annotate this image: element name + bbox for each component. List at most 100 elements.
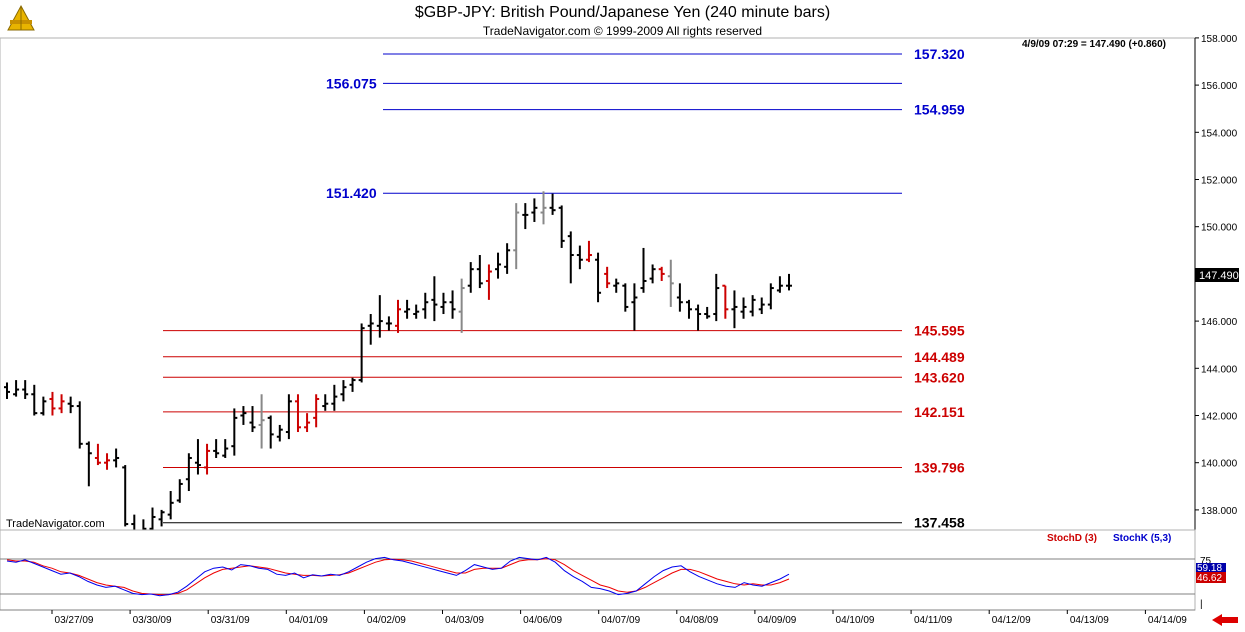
price-tick-label: 146.000 <box>1201 317 1238 328</box>
ohlc-bar <box>731 290 738 329</box>
ohlc-bar <box>185 453 192 492</box>
date-tick-label: 04/11/09 <box>914 615 953 626</box>
price-tick-label: 154.000 <box>1201 128 1238 139</box>
date-tick-label: 04/12/09 <box>992 615 1031 626</box>
ohlc-bar <box>385 316 392 331</box>
ohlc-bar <box>786 273 792 291</box>
ohlc-bar <box>431 276 438 322</box>
last-price-tag <box>1195 268 1239 282</box>
ohlc-bar <box>204 443 211 475</box>
ohlc-bar <box>585 240 592 263</box>
ohlc-bar <box>604 266 611 289</box>
ohlc-bar <box>767 283 774 310</box>
ohlc-bar <box>4 382 10 399</box>
price-bars-group <box>4 191 792 541</box>
date-tick-label: 04/09/09 <box>757 615 796 626</box>
stoch-axis-tick: | <box>1200 599 1203 610</box>
ohlc-bar <box>213 439 220 458</box>
ohlc-bar <box>649 264 656 284</box>
ohlc-bar <box>249 406 256 433</box>
date-tick-label: 04/14/09 <box>1148 615 1187 626</box>
ohlc-bar <box>94 443 101 466</box>
ohlc-bar <box>104 453 111 470</box>
ohlc-bar <box>231 408 238 456</box>
upper-level-label: 151.420 <box>326 185 377 201</box>
chart-title: $GBP-JPY: British Pound/Japanese Yen (24… <box>414 4 831 21</box>
date-tick-label: 04/01/09 <box>289 615 328 626</box>
date-tick-label: 04/08/09 <box>679 615 718 626</box>
price-tick-label: 150.000 <box>1201 223 1238 234</box>
ohlc-bar <box>176 479 183 503</box>
stoch-level-label: 75 <box>1200 556 1212 567</box>
date-tick-label: 04/10/09 <box>836 615 875 626</box>
date-tick-label: 03/31/09 <box>211 615 250 626</box>
price-tick-label: 140.000 <box>1201 459 1238 470</box>
ohlc-bar <box>622 283 629 312</box>
ohlc-bar <box>167 491 174 520</box>
ohlc-bar <box>422 292 429 319</box>
ohlc-bar <box>276 424 283 442</box>
legend-stochd: StochD (3) <box>1047 533 1097 544</box>
ohlc-bar <box>67 396 74 414</box>
price-tick-label: 156.000 <box>1201 81 1238 92</box>
ohlc-bar <box>349 377 356 392</box>
ohlc-bar <box>685 299 692 319</box>
lower-level-label: 145.595 <box>914 323 965 339</box>
ohlc-bar <box>522 203 529 230</box>
ohlc-bar <box>667 259 674 307</box>
ohlc-bar <box>49 391 56 416</box>
date-tick-label: 04/03/09 <box>445 615 484 626</box>
price-tick-label: 152.000 <box>1201 176 1238 187</box>
ohlc-bar <box>513 203 520 270</box>
ohlc-bar <box>595 252 602 303</box>
ohlc-bar <box>267 415 274 449</box>
price-tick-label: 144.000 <box>1201 364 1238 375</box>
ohlc-bar <box>222 439 229 458</box>
price-tick-label: 158.000 <box>1201 34 1238 45</box>
ohlc-bar <box>658 266 665 281</box>
ohlc-bar <box>495 252 502 279</box>
date-axis: 03/27/09 03/30/09 03/31/09 04/01/09 04/02/09… <box>51 610 1187 626</box>
ohlc-bar <box>76 401 83 449</box>
ohlc-bar <box>758 297 765 315</box>
brand-label: TradeNavigator.com <box>6 518 105 530</box>
ohlc-bar <box>313 394 320 428</box>
ohlc-bar <box>13 380 20 397</box>
ohlc-bar <box>158 509 165 527</box>
lower-level-label: 142.151 <box>914 404 965 420</box>
ohlc-bar <box>358 323 365 383</box>
ohlc-bar <box>376 295 383 338</box>
ohlc-bar <box>695 304 702 331</box>
ohlc-bar <box>85 441 92 487</box>
last-price-label: 147.490 <box>1199 270 1239 282</box>
ohlc-bar <box>549 193 556 215</box>
ohlc-bar <box>558 205 565 248</box>
ohlc-bar <box>704 306 711 319</box>
scroll-left-arrow-icon[interactable] <box>1210 613 1240 627</box>
ohlc-bar <box>740 297 747 319</box>
date-tick-label: 04/02/09 <box>367 615 406 626</box>
ohlc-bar <box>440 292 447 315</box>
lower-level-label: 137.458 <box>914 515 965 531</box>
stochastic-pane <box>0 529 1196 611</box>
ohlc-bar <box>576 245 583 270</box>
ohlc-bar <box>331 384 338 411</box>
ohlc-bar <box>776 276 783 293</box>
upper-level-label: 157.320 <box>914 46 965 62</box>
ohlc-bar <box>40 396 47 416</box>
date-tick-label: 04/07/09 <box>601 615 640 626</box>
lower-level-label: 143.620 <box>914 369 965 385</box>
stochd-value-tag <box>1196 572 1226 583</box>
ohlc-bar <box>194 439 201 475</box>
ohlc-bar <box>304 413 311 433</box>
ohlc-bar <box>676 283 683 312</box>
ohlc-bar <box>413 304 420 319</box>
date-tick-label: 04/13/09 <box>1070 615 1109 626</box>
trade-navigator-logo-icon[interactable] <box>4 4 38 39</box>
stochk-value-tag <box>1196 563 1226 572</box>
ohlc-bar <box>240 406 247 425</box>
ohlc-bar <box>122 465 129 527</box>
ohlc-bar <box>476 255 483 289</box>
ohlc-bar <box>449 290 456 319</box>
